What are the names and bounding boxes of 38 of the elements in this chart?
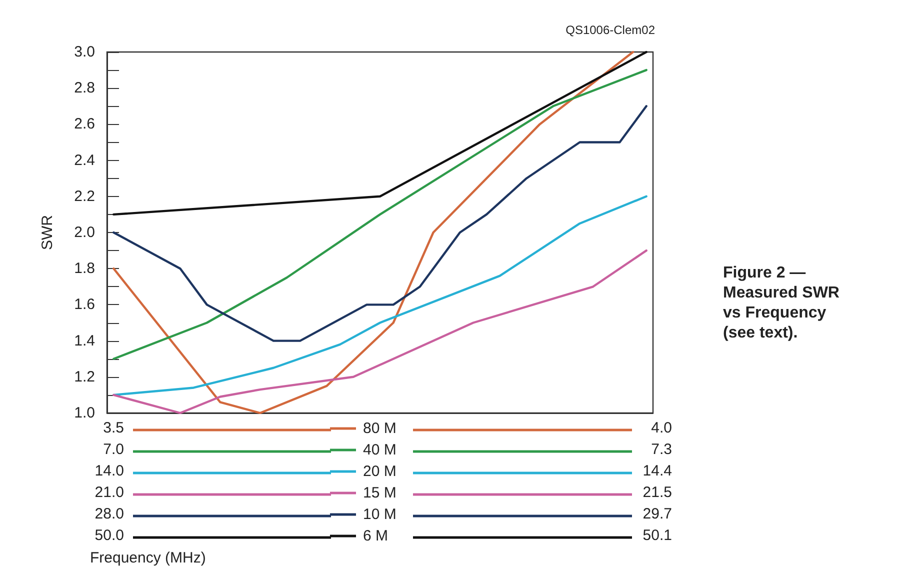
legend-label: 15 M (363, 484, 396, 502)
text: 3.5 (103, 420, 124, 436)
legend-label: 10 M (363, 506, 396, 523)
y-tick-label: 3.0 (74, 44, 95, 60)
y-tick-label: 2.2 (74, 188, 95, 205)
y-tick-label: 1.8 (74, 260, 95, 278)
text: Frequency (MHz) (90, 550, 206, 566)
text: 4.0 (651, 420, 672, 436)
text: QS1006-Clem02 (566, 23, 656, 37)
line-series (112, 68, 648, 360)
text: 14.0 (94, 462, 124, 480)
legend-label: 20 M (363, 463, 396, 480)
line-series (112, 50, 634, 414)
y-tick-label: 1.4 (74, 332, 95, 350)
y-tick-label: 1.0 (74, 404, 95, 422)
y-tick-label: 2.0 (74, 224, 95, 241)
legend-label: 6 M (363, 528, 388, 544)
text: 21.5 (642, 484, 672, 501)
text: 7.3 (651, 441, 672, 458)
line-series (112, 195, 648, 396)
text: 28.0 (94, 506, 124, 522)
text: 7.0 (103, 441, 124, 458)
text: 50.0 (94, 527, 124, 544)
y-axis-title: SWR (39, 214, 56, 250)
legend-label: 40 M (363, 442, 396, 458)
text: 14.4 (642, 462, 672, 480)
text: Figure 2 — Measured SWR vs Frequency (see text). (723, 264, 844, 342)
line-series (112, 105, 648, 342)
y-tick-label: 2.4 (74, 152, 95, 169)
text: 21.0 (94, 484, 124, 501)
y-tick-label: 1.2 (74, 368, 95, 386)
line-series (112, 249, 648, 414)
text: 29.7 (642, 506, 672, 522)
y-tick-label: 2.8 (74, 80, 95, 97)
text: 50.1 (642, 527, 672, 544)
y-tick-label: 2.6 (74, 116, 95, 133)
legend-label: 80 M (363, 420, 396, 437)
y-tick-label: 1.6 (74, 296, 95, 314)
